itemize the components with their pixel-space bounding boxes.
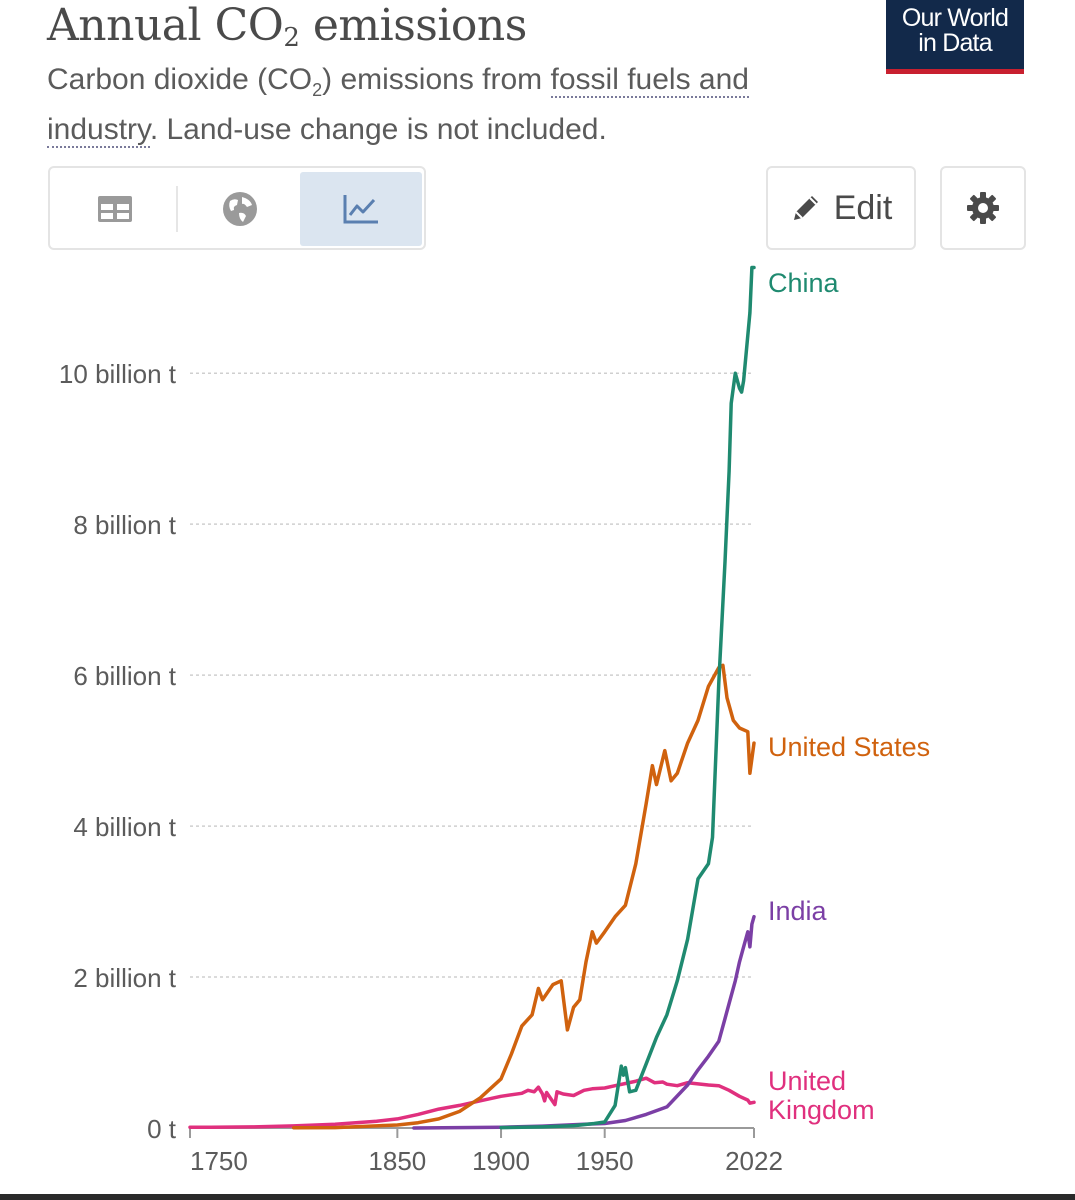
chart-title: Annual CO2 emissions (47, 0, 527, 53)
logo-line-1: Our World (901, 4, 1009, 32)
series-line-china[interactable] (499, 265, 756, 1130)
x-tick-label: 1900 (472, 1146, 530, 1176)
view-tabs (48, 166, 426, 250)
table-icon (98, 196, 132, 222)
line-chart: 0 t 2 billion t 4 billion t 6 billion t 8 bi… (59, 265, 930, 1176)
settings-button[interactable] (940, 166, 1026, 250)
owid-logo[interactable]: Our World in Data (886, 0, 1024, 74)
y-tick-label: 4 billion t (73, 812, 176, 842)
fossil-fuels-link[interactable]: fossil fuels and industry (47, 63, 749, 148)
series-line-united-states[interactable] (291, 663, 756, 1130)
series-label-united-kingdom[interactable]: Kingdom (768, 1095, 875, 1125)
y-tick-label: 10 billion t (59, 359, 177, 389)
x-tick-label: 1950 (576, 1146, 634, 1176)
tab-map[interactable] (180, 172, 300, 246)
series-label-united-kingdom[interactable]: United (768, 1066, 846, 1096)
pencil-icon (793, 196, 818, 220)
logo-line-2: in Data (918, 29, 992, 57)
series-line-india[interactable] (412, 914, 756, 1130)
tab-divider (176, 186, 178, 232)
series-label-china[interactable]: China (768, 268, 840, 298)
y-tick-label: 0 t (147, 1114, 177, 1144)
tab-chart[interactable] (300, 172, 422, 246)
y-tick-label: 8 billion t (73, 510, 176, 540)
globe-icon (223, 192, 257, 226)
x-tick-label: 2022 (725, 1146, 783, 1176)
y-tick-label: 6 billion t (73, 661, 176, 691)
x-tick-label: 1750 (190, 1146, 248, 1176)
line-chart-icon (343, 195, 378, 224)
bottom-rule (0, 1194, 1075, 1200)
x-tick-label: 1850 (368, 1146, 426, 1176)
series-label-united-states[interactable]: United States (768, 732, 930, 762)
y-tick-label: 2 billion t (73, 963, 176, 993)
series-line-united-kingdom[interactable] (188, 1076, 756, 1130)
tab-table[interactable] (60, 172, 170, 246)
edit-button[interactable]: Edit (766, 166, 916, 250)
chart-subtitle: Carbon dioxide (CO2) emissions from foss… (47, 63, 749, 148)
edit-label: Edit (833, 188, 893, 227)
gear-icon (967, 192, 999, 224)
series-label-india[interactable]: India (768, 896, 828, 926)
